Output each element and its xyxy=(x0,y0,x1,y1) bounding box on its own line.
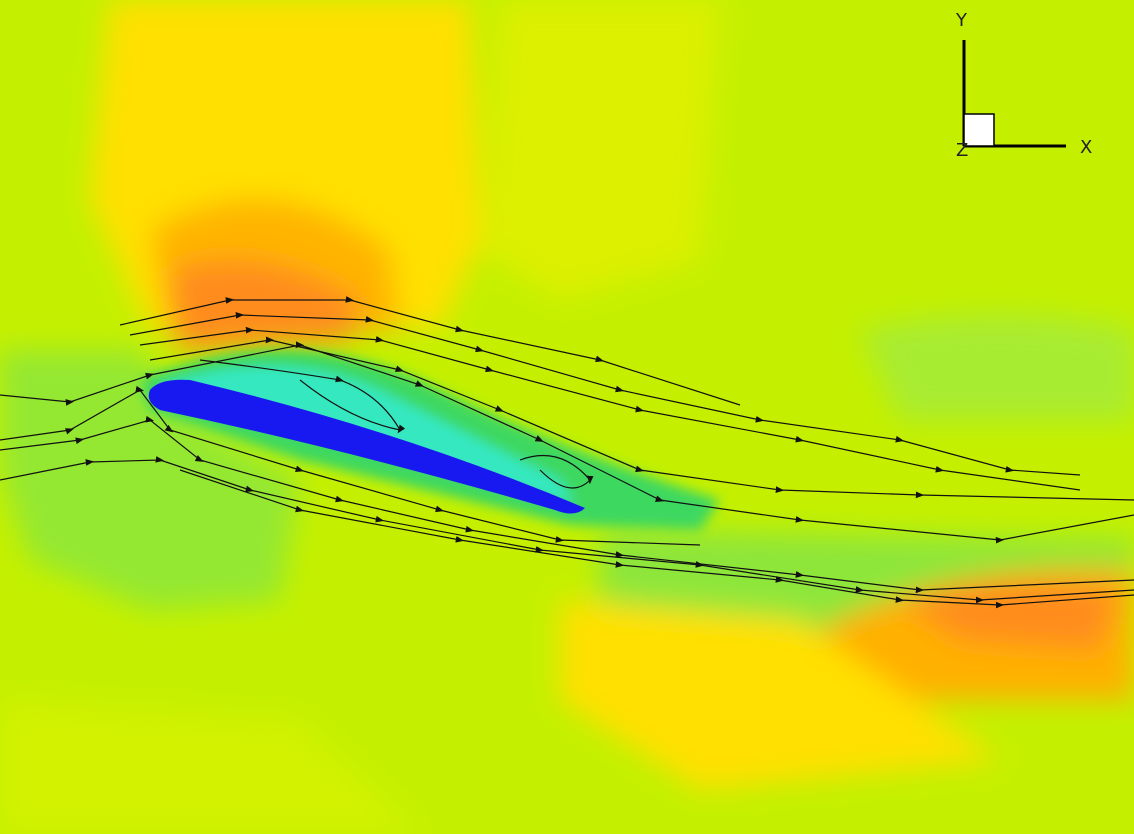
flow-field: Y X Z xyxy=(0,0,1134,834)
y-label: Y xyxy=(955,10,968,31)
page: Y X Z (() => { const data = JSON.parse(d… xyxy=(0,0,1134,834)
x-label: X xyxy=(1080,137,1092,158)
z-box xyxy=(964,114,994,146)
z-label: Z xyxy=(956,140,968,161)
